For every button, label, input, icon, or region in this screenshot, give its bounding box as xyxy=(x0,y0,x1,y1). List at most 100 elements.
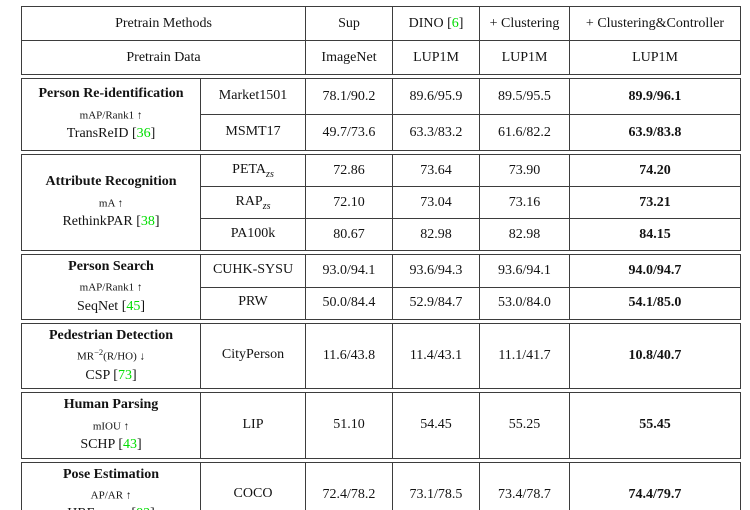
task-cell-human-parsing: Human Parsing mIOU ↑ SCHP [43] xyxy=(21,392,201,459)
value-cell-best: 55.45 xyxy=(569,392,741,459)
value-cell: 51.10 xyxy=(305,392,393,459)
value-cell-best: 94.0/94.7 xyxy=(569,254,741,288)
value-cell: 52.9/84.7 xyxy=(392,286,480,321)
metric-text: mAP/Rank1 ↑ xyxy=(79,109,143,122)
method-name: RethinkPAR xyxy=(62,214,133,230)
metric-text: mAP/Rank1 ↑ xyxy=(79,281,143,294)
value-cell-best: 73.21 xyxy=(569,186,741,219)
task-title: Pose Estimation xyxy=(62,466,160,482)
task-title: Attribute Recognition xyxy=(45,174,177,190)
method-name: TransReID xyxy=(66,126,129,142)
task-title: Person Re-identification xyxy=(38,86,184,102)
value-cell: 89.6/95.9 xyxy=(392,78,480,115)
value-cell: 53.0/84.0 xyxy=(479,286,570,321)
task-cell-person-search: Person Search mAP/Rank1 ↑ SeqNet [45] xyxy=(21,253,201,321)
task-method: TransReID [36] xyxy=(66,126,156,142)
dataset-cell: PETAzs xyxy=(200,154,306,187)
value-cell: 82.98 xyxy=(479,218,570,251)
citation-number: 36 xyxy=(136,126,151,142)
task-metric: mA ↑ xyxy=(25,193,197,213)
table-row: PRW 50.0/84.4 52.9/84.7 53.0/84.0 54.1/8… xyxy=(22,286,741,321)
task-title: Person Search xyxy=(68,259,154,274)
metric-sup: −2 xyxy=(94,347,104,358)
value-cell: 61.6/82.2 xyxy=(479,114,570,151)
value-cell: 82.98 xyxy=(392,218,480,251)
value-cell-best: 63.9/83.8 xyxy=(569,114,741,151)
dataset-subscript: zs xyxy=(262,200,271,212)
table-row: Pose Estimation AP/AR ↑ HRFormer [83] CO… xyxy=(21,461,741,510)
value-cell: 73.04 xyxy=(392,186,480,219)
task-method: CSP [73] xyxy=(85,368,137,384)
header-method-clustering-controller: + Clustering&Controller xyxy=(569,6,742,41)
dataset-name: Market1501 xyxy=(218,87,288,103)
citation-number: 45 xyxy=(126,298,141,314)
table-row: Attribute Recognition mA ↑ RethinkPAR [3… xyxy=(21,154,741,251)
task-title: Human Parsing xyxy=(63,397,159,413)
citation-number: 38 xyxy=(140,214,155,230)
task-cell-pedestrian-detection: Pedestrian Detection MR−2(R/HO) ↓ CSP [7… xyxy=(21,323,201,390)
value-cell: 73.4/78.7 xyxy=(479,461,570,510)
header-method-sup: Sup xyxy=(305,6,394,41)
table-row: PA100k 80.67 82.98 82.98 84.15 xyxy=(22,218,741,251)
dataset-name: PETA xyxy=(232,161,267,177)
value-cell: 73.1/78.5 xyxy=(392,461,480,510)
section-pedestrian-detection: Pedestrian Detection MR−2(R/HO) ↓ CSP [7… xyxy=(21,323,741,390)
dataset-name: COCO xyxy=(233,485,273,501)
pretrain-methods-label: Pretrain Methods xyxy=(20,6,307,41)
task-title: Pedestrian Detection xyxy=(48,328,174,344)
task-metric: AP/AR ↑ xyxy=(25,485,197,505)
dataset-cell: MSMT17 xyxy=(200,114,306,151)
value-cell-best: 84.15 xyxy=(569,218,741,251)
value-cell: 11.1/41.7 xyxy=(479,323,570,390)
task-method: SeqNet [45] xyxy=(76,298,146,314)
value-cell: 11.6/43.8 xyxy=(305,323,393,390)
value-cell: 73.16 xyxy=(479,186,570,219)
dataset-name: CityPerson xyxy=(221,347,285,363)
value-cell: 72.10 xyxy=(305,186,393,219)
value-cell: 93.6/94.1 xyxy=(479,254,570,288)
value-cell: 63.3/83.2 xyxy=(392,114,480,151)
dataset-name: CUHK-SYSU xyxy=(212,261,294,277)
method-name: DINO xyxy=(408,15,444,31)
metric-text: mIOU ↑ xyxy=(92,420,130,433)
table-row: RAPzs 72.10 73.04 73.16 73.21 xyxy=(22,186,741,219)
header-method-dino: DINO [6] xyxy=(392,6,481,41)
pretrain-data-cell: LUP1M xyxy=(569,40,742,75)
value-cell: 73.64 xyxy=(392,154,480,187)
pretrain-data-label: Pretrain Data xyxy=(20,40,307,75)
dataset-name: MSMT17 xyxy=(225,123,281,139)
dataset-subscript: zs xyxy=(266,168,274,180)
pretrain-data-cell: ImageNet xyxy=(305,40,394,75)
method-name: SCHP xyxy=(80,437,115,453)
citation-number: 73 xyxy=(117,368,132,384)
header-block: Pretrain Methods Sup DINO [6] + Clusteri… xyxy=(20,6,742,75)
dataset-cell: PA100k xyxy=(200,218,306,251)
dataset-name: RAP xyxy=(235,193,263,209)
metric-text: mA ↑ xyxy=(98,197,124,210)
method-name: CSP xyxy=(85,368,110,384)
value-cell: 54.45 xyxy=(392,392,480,459)
dataset-name: LIP xyxy=(242,416,264,432)
value-cell: 80.67 xyxy=(305,218,393,251)
method-name: SeqNet xyxy=(76,298,119,314)
section-human-parsing: Human Parsing mIOU ↑ SCHP [43] LIP 51.10… xyxy=(21,392,741,459)
dataset-cell: RAPzs xyxy=(200,186,306,219)
value-cell: 93.6/94.3 xyxy=(392,254,480,288)
value-cell: 73.90 xyxy=(479,154,570,187)
section-pose-estimation: Pose Estimation AP/AR ↑ HRFormer [83] CO… xyxy=(21,461,741,510)
task-method: RethinkPAR [38] xyxy=(62,214,160,230)
table-row: Human Parsing mIOU ↑ SCHP [43] LIP 51.10… xyxy=(21,392,741,459)
task-metric: mAP/Rank1 ↑ xyxy=(25,105,197,125)
value-cell: 11.4/43.1 xyxy=(392,323,480,390)
value-cell: 93.0/94.1 xyxy=(305,254,393,288)
task-method: HRFormer [83] xyxy=(25,504,197,510)
dataset-cell: CityPerson xyxy=(200,323,306,390)
task-metric: mAP/Rank1 ↑ xyxy=(25,277,197,297)
dataset-cell: LIP xyxy=(200,392,306,459)
dataset-cell: CUHK-SYSU xyxy=(200,254,306,288)
task-metric: mIOU ↑ xyxy=(25,416,197,436)
table-row: Person Search mAP/Rank1 ↑ SeqNet [45] CU… xyxy=(21,253,741,321)
value-cell-best: 10.8/40.7 xyxy=(569,323,741,390)
dataset-cell: COCO xyxy=(200,461,306,510)
